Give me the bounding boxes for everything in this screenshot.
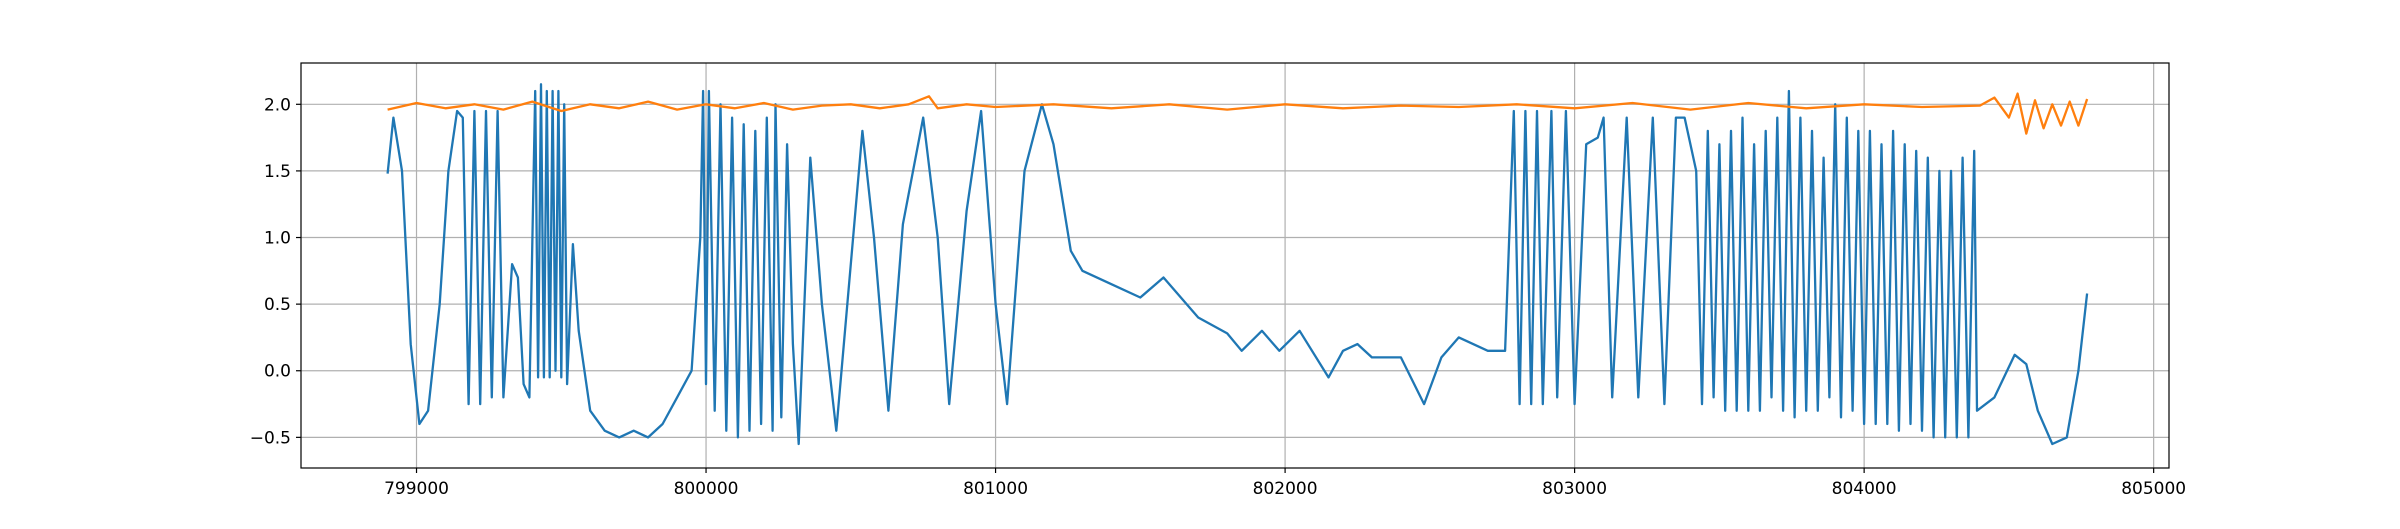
y-tick-label: 2.0 — [264, 95, 291, 115]
x-tick-label: 800000 — [674, 479, 739, 499]
x-tick-label: 804000 — [1832, 479, 1897, 499]
x-tick-label: 805000 — [2121, 479, 2186, 499]
series-line — [387, 92, 2089, 135]
y-tick-label: 0.0 — [264, 362, 291, 382]
x-tick-label: 801000 — [963, 479, 1028, 499]
x-tick-label: 802000 — [1253, 479, 1318, 499]
y-tick-label: 0.5 — [264, 295, 291, 315]
x-tick-label: 799000 — [384, 479, 449, 499]
y-tick-label: 1.0 — [264, 229, 291, 249]
x-tick-label: 803000 — [1542, 479, 1607, 499]
plot-frame — [300, 62, 2170, 469]
y-tick-label: 1.5 — [264, 162, 291, 182]
series-line — [386, 83, 2089, 446]
y-tick-label: −0.5 — [250, 428, 291, 448]
